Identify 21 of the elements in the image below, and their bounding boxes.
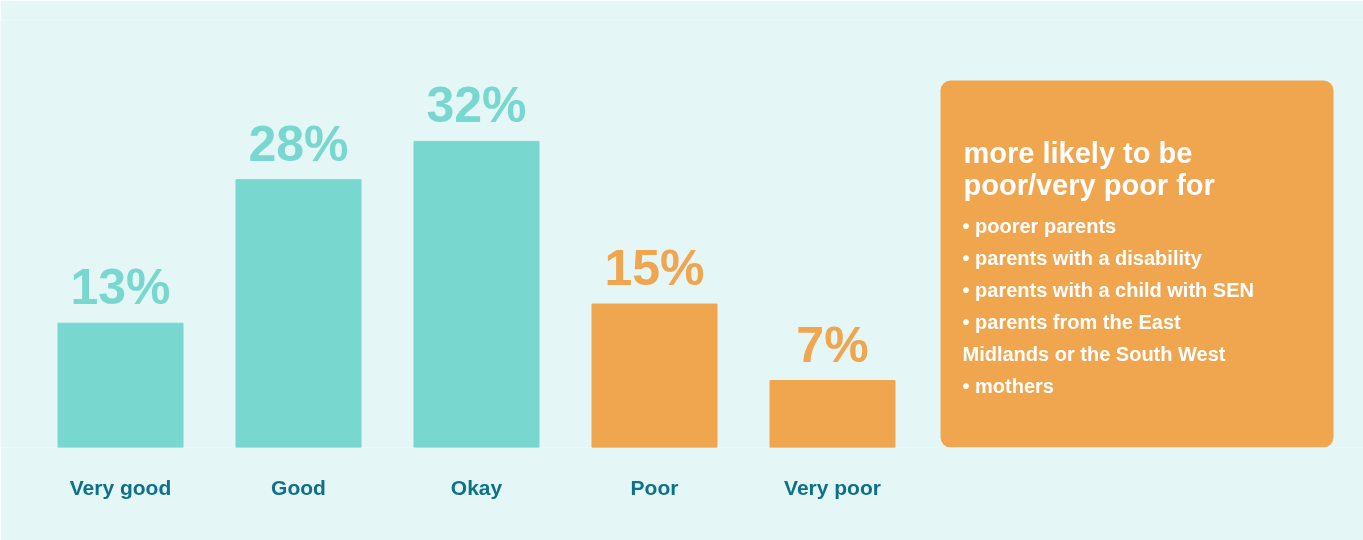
data-label: 13% <box>70 259 171 316</box>
text: • parents with a child with SEN <box>962 278 1254 301</box>
x-tick-label: Very poor <box>784 475 881 499</box>
text: • mothers <box>962 374 1054 397</box>
text: • parents from the East Midlands or the South West <box>962 310 1226 365</box>
bar <box>591 303 718 448</box>
data-label: 15% <box>604 240 705 297</box>
data-label: 32% <box>426 77 527 134</box>
text: • poorer parents <box>962 214 1117 237</box>
bar <box>413 140 540 448</box>
x-tick-label: Good <box>271 475 326 499</box>
x-tick-label: Very good <box>69 475 172 499</box>
data-label: 7% <box>796 316 869 373</box>
data-label: 28% <box>248 115 349 172</box>
text: • parents with a disability <box>962 246 1203 269</box>
bar <box>57 322 184 448</box>
bar <box>769 380 896 448</box>
x-tick-label: Poor <box>630 475 679 499</box>
bar <box>235 179 362 448</box>
x-tick-label: Okay <box>450 475 503 499</box>
text: more likely to be poor/very poor for <box>963 136 1215 201</box>
